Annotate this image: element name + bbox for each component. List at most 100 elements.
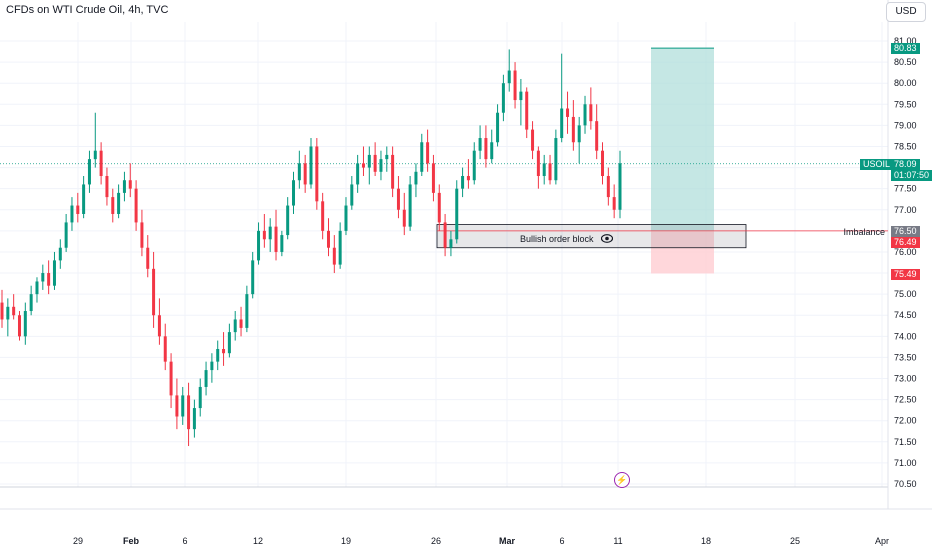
candle-body [548,163,552,181]
candle-body [426,142,430,164]
candle-body [484,138,488,160]
symbol-tag: USOIL [860,159,894,170]
candle-body [601,150,605,177]
candle-body [437,192,441,223]
candle-body [274,226,278,252]
candle-body [560,108,564,139]
candle-body [356,163,360,185]
candle-body [175,395,179,417]
price-tick-label: 79.50 [894,99,917,109]
candle-body [41,273,45,282]
candle-body [309,146,313,185]
eye-icon[interactable] [601,234,613,243]
candle-body [408,184,412,227]
price-tick-label: 73.00 [894,374,917,384]
candle-body [589,104,593,122]
lightning-icon[interactable]: ⚡ [614,472,630,488]
time-tick-label: 29 [73,536,83,546]
candle-body [6,306,10,320]
candle-body [618,163,622,210]
candle-body [222,348,226,354]
candle-body [52,260,56,286]
candle-body [373,154,377,172]
candle-body [326,230,330,248]
candle-body [216,348,220,362]
candle-body [338,230,342,265]
candle-body [461,176,465,189]
candle-body [227,332,231,354]
candle-body [122,180,126,193]
candle-body [391,154,395,189]
take-profit-zone [651,48,714,231]
candle-body [496,112,500,143]
order-block-label: Bullish order block [520,234,594,244]
price-tick-label: 77.00 [894,205,917,215]
candle-body [490,142,494,160]
candle-body [361,163,365,168]
time-tick-label: 18 [701,536,711,546]
candle-body [577,125,581,143]
candle-body [507,70,511,84]
candle-body [566,108,570,117]
candle-body [385,154,389,160]
candle-body [571,116,575,143]
entry-price-tag: 76.49 [891,237,920,248]
candle-body [93,150,97,160]
price-tick-label: 70.50 [894,479,917,489]
candle-body [192,408,196,430]
candle-body [321,201,325,231]
candle-body [87,159,91,185]
price-tick-label: 80.00 [894,78,917,88]
candle-body [76,205,80,214]
candle-body [12,306,16,316]
price-tick-label: 75.00 [894,289,917,299]
candle-body [146,247,150,269]
candle-body [257,230,261,261]
time-tick-label: 6 [182,536,187,546]
candle-body [519,91,523,101]
candle-body [280,235,284,252]
candle-body [606,176,610,198]
candle-body [17,315,21,337]
candle-body [268,226,272,240]
price-tick-label: 73.50 [894,352,917,362]
chart-title: CFDs on WTI Crude Oil, 4h, TVC [6,4,169,16]
candle-body [204,370,208,387]
candle-body [350,184,354,206]
candle-body [478,138,482,151]
candle-body [187,395,191,430]
candle-body [466,176,470,181]
candle-body [181,395,185,417]
candle-body [501,83,505,113]
time-tick-label: 25 [790,536,800,546]
candle-body [0,302,4,320]
candle-body [332,247,336,265]
candle-body [455,188,459,240]
tp-price-tag: 80.83 [891,43,920,54]
candle-body [443,222,447,248]
time-tick-label: Feb [123,536,140,546]
candle-body [64,222,68,248]
candle-body [525,91,529,130]
candle-body [82,184,86,214]
time-tick-label: 6 [559,536,564,546]
candle-body [70,205,74,223]
candle-body [554,138,558,181]
currency-button[interactable]: USD [886,2,926,22]
order-block-zone [436,224,747,249]
candle-body [472,150,476,181]
candle-body [140,222,144,248]
candle-body [344,205,348,231]
candle-body [233,319,237,333]
time-tick-label: 26 [431,536,441,546]
price-tick-label: 80.50 [894,57,917,67]
candle-body [239,319,243,328]
candle-body [157,315,161,337]
candle-body [297,163,301,181]
time-tick-label: 11 [613,536,622,546]
price-tick-label: 71.00 [894,458,917,468]
candle-body [367,154,371,168]
price-tick-label: 77.50 [894,184,917,194]
